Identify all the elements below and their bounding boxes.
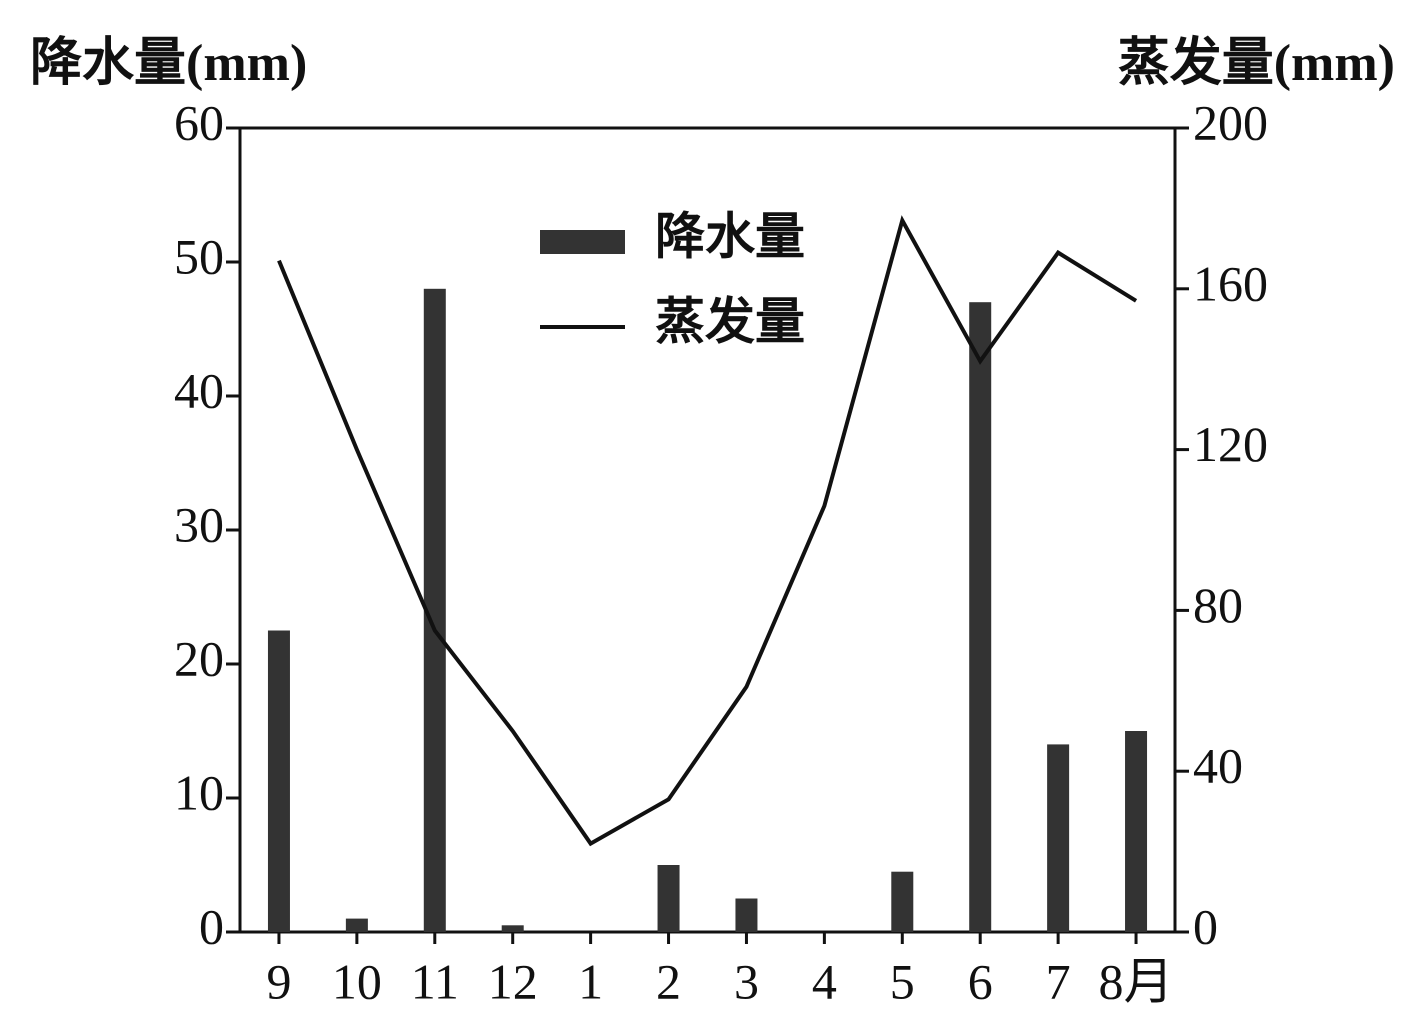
x-tick-label: 2 <box>656 953 681 1009</box>
y-tick-label: 20 <box>174 630 224 686</box>
bar <box>1047 744 1070 932</box>
bar <box>423 288 446 932</box>
y-tick-label: 10 <box>174 764 224 820</box>
bar <box>891 871 914 932</box>
x-tick-label: 10 <box>332 953 382 1009</box>
x-tick-label: 1 <box>578 953 603 1009</box>
bar <box>345 918 368 932</box>
y2-tick-label: 80 <box>1193 577 1243 633</box>
y-tick-label: 60 <box>174 94 224 150</box>
y-tick-label: 40 <box>174 362 224 418</box>
y2-tick-label: 160 <box>1193 255 1268 311</box>
x-tick-label: 7 <box>1046 953 1071 1009</box>
bar <box>501 925 524 932</box>
x-tick-label: 5 <box>890 953 915 1009</box>
x-tick-label: 9 <box>266 953 291 1009</box>
evaporation-line <box>277 215 1138 847</box>
y2-tick-label: 0 <box>1193 898 1218 954</box>
bar <box>735 898 758 932</box>
y2-tick-label: 120 <box>1193 416 1268 472</box>
x-tick-label: 8月 <box>1099 953 1174 1009</box>
bar <box>1125 731 1148 932</box>
y-tick-label: 0 <box>199 898 224 954</box>
bar <box>657 865 680 932</box>
x-tick-label: 6 <box>968 953 993 1009</box>
legend-label: 降水量 <box>655 208 805 264</box>
legend-swatch <box>540 230 625 254</box>
x-tick-label: 4 <box>812 953 837 1009</box>
x-tick-label: 3 <box>734 953 759 1009</box>
x-tick-label: 11 <box>411 953 459 1009</box>
x-tick-label: 12 <box>488 953 538 1009</box>
y2-axis-label: 蒸发量(mm) <box>1118 34 1395 92</box>
y2-tick-label: 40 <box>1193 738 1243 794</box>
y-tick-label: 30 <box>174 496 224 552</box>
y2-tick-label: 200 <box>1193 94 1268 150</box>
legend-label: 蒸发量 <box>655 293 805 349</box>
y-axis-label: 降水量(mm) <box>30 34 307 92</box>
y-tick-label: 50 <box>174 228 224 284</box>
bar <box>969 302 992 932</box>
bar <box>267 630 290 932</box>
